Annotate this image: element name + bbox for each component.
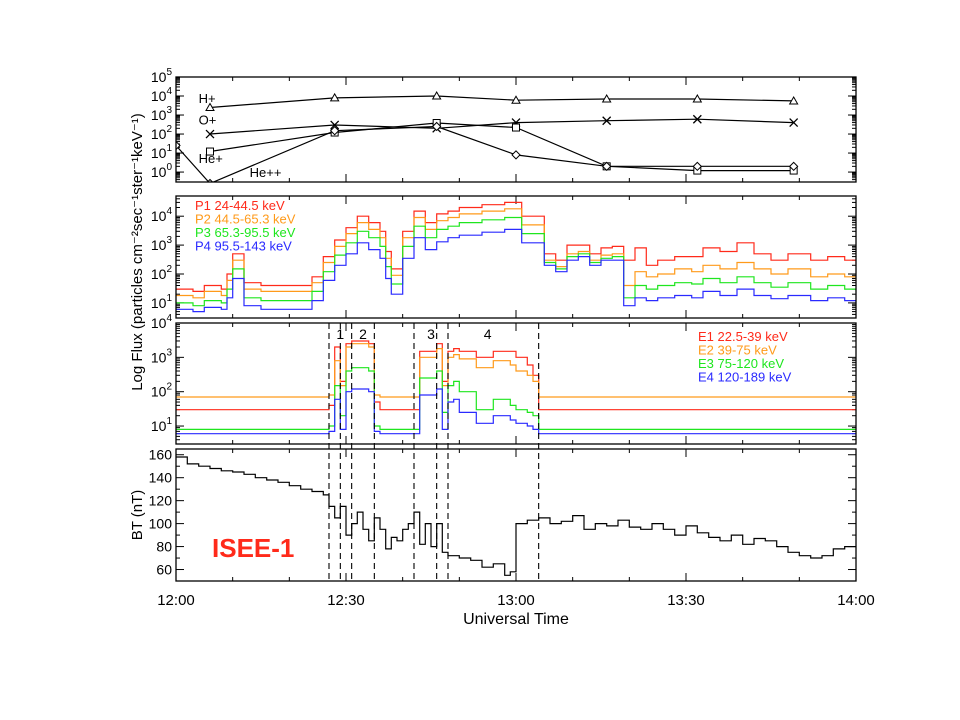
legend-entry: E1 22.5-39 keV: [698, 329, 788, 344]
y-tick-label: 101: [151, 293, 173, 311]
y-tick-label: 100: [149, 516, 173, 532]
species-label: O+: [199, 113, 217, 128]
y-tick-label: 60: [156, 562, 172, 578]
legend-entry: E2 39-75 keV: [698, 343, 777, 358]
panel-frame: [175, 76, 857, 183]
legend-entry: P3 65.3-95.5 keV: [195, 225, 296, 240]
marker-triangle: [601, 93, 612, 103]
marker-diamond: [329, 125, 340, 136]
interval-label: 4: [484, 326, 492, 342]
bt-axis-title: BT (nT): [129, 490, 146, 541]
flux-axis-title: Log Flux (particles cm⁻²sec⁻¹ster⁻¹keV⁻¹…: [129, 113, 146, 391]
marker-square: [206, 147, 214, 156]
marker-square: [512, 123, 520, 132]
marker-x: [330, 120, 340, 130]
y-tick-label: 102: [151, 382, 173, 400]
marker-triangle: [692, 93, 703, 103]
y-tick-label: 101: [151, 143, 173, 161]
series-line-hepp: [176, 125, 794, 182]
panel-field: 60 80 100 120 140 160: [149, 447, 857, 582]
y-tick-label: 120: [149, 493, 173, 509]
marker-x: [602, 116, 612, 126]
marker-triangle: [205, 102, 215, 111]
series-line-p2: [176, 208, 856, 299]
marker-triangle: [511, 95, 521, 104]
x-tick-label: 13:30: [667, 592, 705, 609]
y-tick-label: 100: [151, 162, 173, 180]
satellite-label: ISEE-1: [212, 533, 294, 563]
marker-diamond: [176, 140, 181, 151]
series-line-e4: [176, 388, 856, 435]
marker-diamond: [601, 161, 612, 172]
y-tick-label: 104: [151, 86, 173, 104]
y-tick-label: 80: [156, 539, 172, 555]
species-label: He++: [250, 165, 282, 180]
marker-triangle: [788, 95, 799, 105]
legend-entry: P4 95.5-143 keV: [195, 239, 292, 254]
y-tick-label: 102: [151, 124, 173, 142]
y-tick-label: 103: [151, 235, 173, 253]
series-line-bt: [176, 456, 856, 576]
y-tick-label: 160: [149, 447, 173, 463]
panel-frame: [175, 195, 857, 319]
marker-diamond: [788, 161, 799, 172]
marker-x: [205, 129, 215, 139]
y-tick-label: 103: [151, 105, 173, 123]
series-line-p4: [176, 228, 856, 313]
y-tick-label: 104: [151, 313, 173, 331]
y-tick-label: 105: [151, 67, 173, 85]
x-axis-title: Universal Time: [463, 611, 569, 628]
y-tick-label: 103: [151, 347, 173, 365]
series-line-p3: [176, 216, 856, 307]
marker-x: [789, 118, 799, 128]
species-label: He+: [199, 151, 223, 166]
x-tick-label: 14:00: [837, 592, 875, 609]
panel-frame: [175, 322, 857, 445]
series-line-hp: [209, 95, 794, 109]
legend-entry: P1 24-44.5 keV: [195, 198, 285, 213]
species-label: H+: [199, 91, 216, 106]
y-tick-label: 102: [151, 264, 173, 282]
legend-entry: E4 120-189 keV: [698, 370, 792, 385]
marker-diamond: [511, 150, 521, 160]
x-tick-label: 12:00: [157, 592, 195, 609]
interval-label: 3: [427, 326, 435, 342]
legend-entry: E3 75-120 keV: [698, 356, 784, 371]
marker-x: [692, 114, 702, 124]
interval-label: 2: [359, 326, 367, 342]
y-tick-label: 101: [151, 416, 173, 434]
marker-diamond: [692, 161, 703, 172]
panel-frame: [175, 448, 857, 582]
y-tick-label: 104: [151, 206, 173, 224]
marker-triangle: [431, 91, 442, 100]
marker-triangle: [329, 92, 340, 102]
y-tick-label: 140: [149, 470, 173, 486]
x-tick-label: 12:30: [327, 592, 365, 609]
x-tick-label: 13:00: [497, 592, 535, 609]
marker-diamond: [431, 121, 442, 132]
legend-entry: P2 44.5-65.3 keV: [195, 212, 296, 227]
